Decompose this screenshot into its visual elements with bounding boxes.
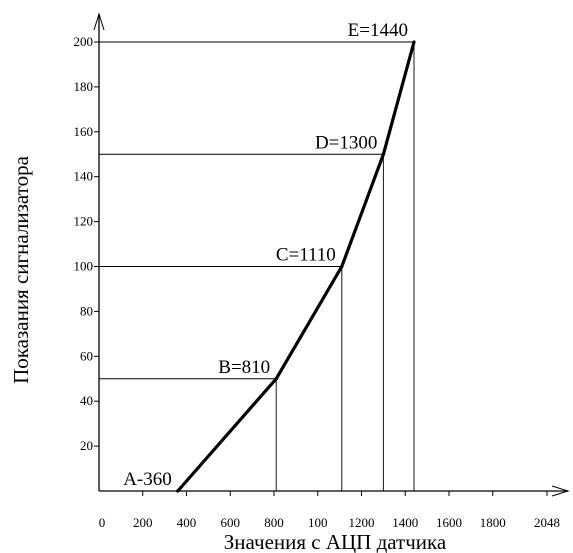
point-annotation: D=1300 [315,132,377,153]
y-tick-label: 20 [80,438,93,453]
x-tick-label: 400 [177,515,197,530]
x-tick-label: 1600 [436,515,462,530]
guide-lines [99,41,415,491]
x-tick-label: 100 [308,515,328,530]
series [176,40,416,493]
data-point [274,377,278,381]
x-tick-label: 1800 [480,515,506,530]
y-tick-label: 180 [74,79,94,94]
y-axis-arrow [93,12,105,31]
x-tick-label: 1400 [392,515,418,530]
y-axis-title: Показания сигнализатора [9,155,33,383]
x-ticks: 0 200 400 600 800 100 1200 1400 1600 1800 2048 [99,491,560,530]
x-tick-label: 1200 [349,515,375,530]
y-tick-label: 40 [80,393,93,408]
point-annotation: B=810 [218,357,270,378]
y-tick-label: 160 [74,124,94,139]
x-tick-label: 0 [99,515,106,530]
x-axis-title: Значения с АЦП датчика [224,530,447,553]
point-annotation: C=1110 [276,245,336,266]
y-ticks: 20 40 60 80 100 120 140 160 180 200 [74,34,99,453]
x-axis-arrow [551,485,570,497]
y-tick-label: 120 [74,214,94,229]
y-tick-label: 100 [74,259,94,274]
point-annotation: A-360 [123,469,172,490]
y-tick-label: 200 [74,34,94,49]
x-tick-label: 600 [221,515,241,530]
point-annotations: A-360 B=810 C=1110 D=1300 E=1440 [123,20,408,490]
x-tick-label: 800 [264,515,284,530]
point-annotation: E=1440 [348,20,408,41]
data-point [381,152,385,156]
data-point [412,40,416,44]
x-tick-label: 2048 [534,515,560,530]
data-point [340,264,344,269]
data-point [176,489,180,493]
y-tick-label: 60 [80,348,93,363]
x-tick-label: 200 [133,515,153,530]
y-tick-label: 80 [80,303,93,318]
y-tick-label: 140 [74,169,94,184]
